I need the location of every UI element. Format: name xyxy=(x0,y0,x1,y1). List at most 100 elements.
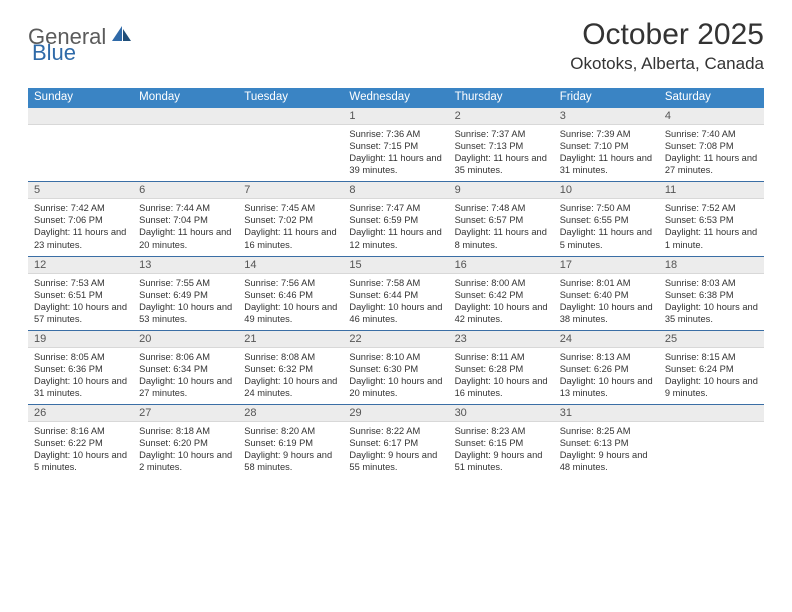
day-details: Sunrise: 8:15 AMSunset: 6:24 PMDaylight:… xyxy=(659,348,764,404)
sunset-text: Sunset: 6:36 PM xyxy=(34,363,128,375)
sunset-text: Sunset: 6:32 PM xyxy=(244,363,338,375)
day-number: 6 xyxy=(133,182,238,198)
sunset-text: Sunset: 6:17 PM xyxy=(349,437,443,449)
dow-tuesday: Tuesday xyxy=(238,88,343,108)
day-number: 17 xyxy=(554,257,659,273)
day-details: Sunrise: 8:01 AMSunset: 6:40 PMDaylight:… xyxy=(554,274,659,330)
week-row: 262728293031Sunrise: 8:16 AMSunset: 6:22… xyxy=(28,404,764,478)
day-number: 22 xyxy=(343,331,448,347)
daylight-text: Daylight: 11 hours and 16 minutes. xyxy=(244,226,338,250)
day-details-row: Sunrise: 7:53 AMSunset: 6:51 PMDaylight:… xyxy=(28,274,764,330)
sunset-text: Sunset: 6:40 PM xyxy=(560,289,654,301)
title-block: October 2025 Okotoks, Alberta, Canada xyxy=(570,18,764,74)
day-details: Sunrise: 8:18 AMSunset: 6:20 PMDaylight:… xyxy=(133,422,238,478)
day-details: Sunrise: 8:23 AMSunset: 6:15 PMDaylight:… xyxy=(449,422,554,478)
sunset-text: Sunset: 7:08 PM xyxy=(665,140,759,152)
day-number: 19 xyxy=(28,331,133,347)
sunset-text: Sunset: 7:10 PM xyxy=(560,140,654,152)
month-title: October 2025 xyxy=(570,18,764,52)
day-details xyxy=(28,125,133,181)
daylight-text: Daylight: 11 hours and 27 minutes. xyxy=(665,152,759,176)
day-details: Sunrise: 7:45 AMSunset: 7:02 PMDaylight:… xyxy=(238,199,343,255)
sunrise-text: Sunrise: 8:10 AM xyxy=(349,351,443,363)
sunset-text: Sunset: 6:59 PM xyxy=(349,214,443,226)
sunrise-text: Sunrise: 8:06 AM xyxy=(139,351,233,363)
sunset-text: Sunset: 6:49 PM xyxy=(139,289,233,301)
day-number: 25 xyxy=(659,331,764,347)
day-number: 27 xyxy=(133,405,238,421)
day-details: Sunrise: 8:08 AMSunset: 6:32 PMDaylight:… xyxy=(238,348,343,404)
sunrise-text: Sunrise: 8:18 AM xyxy=(139,425,233,437)
day-number: 3 xyxy=(554,108,659,124)
day-number: 20 xyxy=(133,331,238,347)
day-details: Sunrise: 7:53 AMSunset: 6:51 PMDaylight:… xyxy=(28,274,133,330)
sunset-text: Sunset: 6:51 PM xyxy=(34,289,128,301)
sunset-text: Sunset: 7:06 PM xyxy=(34,214,128,226)
day-number: 13 xyxy=(133,257,238,273)
day-number: 4 xyxy=(659,108,764,124)
daylight-text: Daylight: 10 hours and 57 minutes. xyxy=(34,301,128,325)
day-number: 21 xyxy=(238,331,343,347)
sunrise-text: Sunrise: 8:11 AM xyxy=(455,351,549,363)
day-details: Sunrise: 7:58 AMSunset: 6:44 PMDaylight:… xyxy=(343,274,448,330)
sunrise-text: Sunrise: 8:01 AM xyxy=(560,277,654,289)
day-number: 30 xyxy=(449,405,554,421)
day-details: Sunrise: 7:56 AMSunset: 6:46 PMDaylight:… xyxy=(238,274,343,330)
sunset-text: Sunset: 6:22 PM xyxy=(34,437,128,449)
sunrise-text: Sunrise: 8:00 AM xyxy=(455,277,549,289)
dow-saturday: Saturday xyxy=(659,88,764,108)
daylight-text: Daylight: 10 hours and 27 minutes. xyxy=(139,375,233,399)
day-number: 28 xyxy=(238,405,343,421)
day-number: 2 xyxy=(449,108,554,124)
day-details xyxy=(659,422,764,478)
day-details: Sunrise: 7:55 AMSunset: 6:49 PMDaylight:… xyxy=(133,274,238,330)
day-details xyxy=(133,125,238,181)
day-details: Sunrise: 7:47 AMSunset: 6:59 PMDaylight:… xyxy=(343,199,448,255)
daylight-text: Daylight: 10 hours and 24 minutes. xyxy=(244,375,338,399)
daylight-text: Daylight: 10 hours and 16 minutes. xyxy=(455,375,549,399)
day-details: Sunrise: 8:03 AMSunset: 6:38 PMDaylight:… xyxy=(659,274,764,330)
sunset-text: Sunset: 7:04 PM xyxy=(139,214,233,226)
daylight-text: Daylight: 11 hours and 8 minutes. xyxy=(455,226,549,250)
sunrise-text: Sunrise: 7:39 AM xyxy=(560,128,654,140)
day-details: Sunrise: 7:36 AMSunset: 7:15 PMDaylight:… xyxy=(343,125,448,181)
day-of-week-header: Sunday Monday Tuesday Wednesday Thursday… xyxy=(28,88,764,108)
daylight-text: Daylight: 10 hours and 49 minutes. xyxy=(244,301,338,325)
week-row: 567891011Sunrise: 7:42 AMSunset: 7:06 PM… xyxy=(28,181,764,255)
sunrise-text: Sunrise: 7:36 AM xyxy=(349,128,443,140)
day-number-row: 12131415161718 xyxy=(28,257,764,274)
day-details: Sunrise: 8:11 AMSunset: 6:28 PMDaylight:… xyxy=(449,348,554,404)
sunrise-text: Sunrise: 8:13 AM xyxy=(560,351,654,363)
dow-friday: Friday xyxy=(554,88,659,108)
sunrise-text: Sunrise: 7:53 AM xyxy=(34,277,128,289)
day-details: Sunrise: 7:37 AMSunset: 7:13 PMDaylight:… xyxy=(449,125,554,181)
daylight-text: Daylight: 10 hours and 53 minutes. xyxy=(139,301,233,325)
weeks-container: 12 34 Sunrise: 7:36 AMSunset: 7:15 PMDayli… xyxy=(28,108,764,479)
sunset-text: Sunset: 6:44 PM xyxy=(349,289,443,301)
sunset-text: Sunset: 6:20 PM xyxy=(139,437,233,449)
day-number xyxy=(28,108,133,124)
day-details: Sunrise: 7:52 AMSunset: 6:53 PMDaylight:… xyxy=(659,199,764,255)
day-details: Sunrise: 7:44 AMSunset: 7:04 PMDaylight:… xyxy=(133,199,238,255)
sunset-text: Sunset: 7:02 PM xyxy=(244,214,338,226)
daylight-text: Daylight: 10 hours and 20 minutes. xyxy=(349,375,443,399)
daylight-text: Daylight: 11 hours and 31 minutes. xyxy=(560,152,654,176)
calendar-grid: Sunday Monday Tuesday Wednesday Thursday… xyxy=(28,88,764,479)
week-row: 19202122232425Sunrise: 8:05 AMSunset: 6:… xyxy=(28,330,764,404)
day-details: Sunrise: 8:05 AMSunset: 6:36 PMDaylight:… xyxy=(28,348,133,404)
day-number: 24 xyxy=(554,331,659,347)
day-number: 26 xyxy=(28,405,133,421)
dow-wednesday: Wednesday xyxy=(343,88,448,108)
day-number-row: 567891011 xyxy=(28,182,764,199)
day-details: Sunrise: 8:20 AMSunset: 6:19 PMDaylight:… xyxy=(238,422,343,478)
day-details-row: Sunrise: 7:36 AMSunset: 7:15 PMDaylight:… xyxy=(28,125,764,181)
day-number: 18 xyxy=(659,257,764,273)
sunset-text: Sunset: 6:26 PM xyxy=(560,363,654,375)
day-details-row: Sunrise: 7:42 AMSunset: 7:06 PMDaylight:… xyxy=(28,199,764,255)
logo-subtext: Blue xyxy=(32,40,76,66)
sunrise-text: Sunrise: 8:20 AM xyxy=(244,425,338,437)
sunrise-text: Sunrise: 7:40 AM xyxy=(665,128,759,140)
day-number: 12 xyxy=(28,257,133,273)
day-number: 7 xyxy=(238,182,343,198)
day-number: 10 xyxy=(554,182,659,198)
